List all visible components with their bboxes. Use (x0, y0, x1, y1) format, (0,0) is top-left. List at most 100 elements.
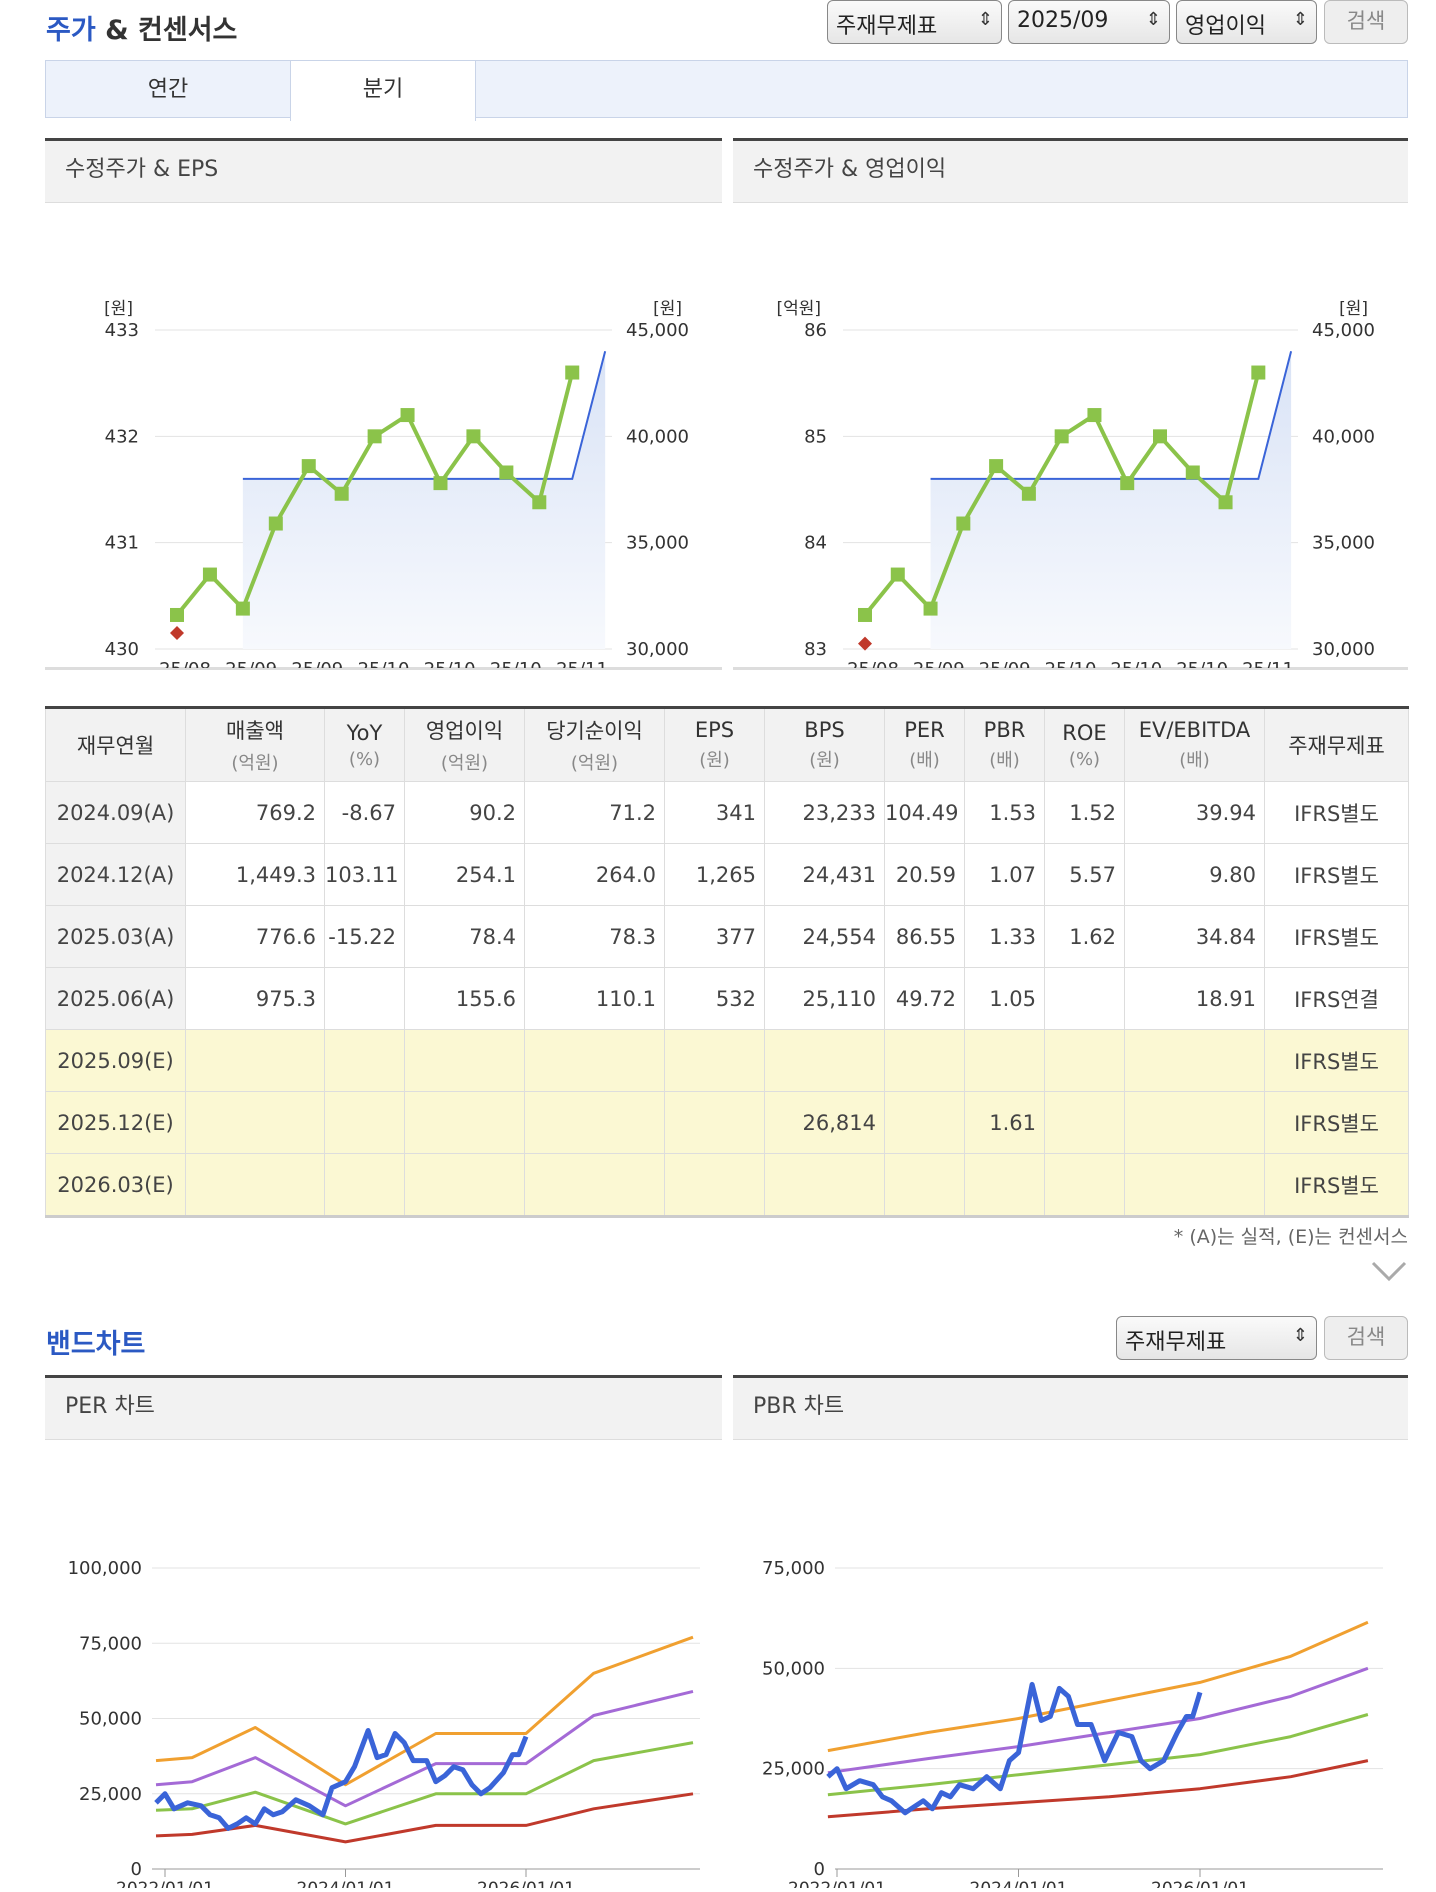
column-header-label: 영업이익 (425, 719, 504, 743)
table-cell: 1.53 (964, 781, 1045, 844)
price-op-chart: 86 45,000 85 40,000 84 35,000 83 30,000 [억원] [원] 2… (776, 299, 1375, 709)
table-cell: IFRS별도 (1264, 781, 1409, 844)
price-point (858, 607, 872, 622)
pbr-panel: PBR 차트 75,000 50,000 25,000 02022/01/01 2024… (733, 1375, 1408, 1892)
table-cell: 110.1 (524, 967, 665, 1030)
y-tick-label: 50,000 (79, 1709, 142, 1730)
column-header-unit: (원) (809, 750, 840, 771)
table-cell (404, 1091, 525, 1154)
table-cell (185, 1091, 325, 1154)
price-point (499, 465, 514, 480)
panel-title: PBR 차트 (733, 1378, 1408, 1440)
table-row: 2024.09(A) 769.2 -8.67 90.2 71.2 341 23,233 104… (45, 781, 1409, 844)
statement-select[interactable]: 주재무제표 ⇕ (827, 0, 1002, 44)
band-line (827, 1759, 1369, 1819)
price-point (1218, 495, 1233, 510)
left-unit-label: [원] (104, 299, 133, 319)
column-header-label: YoY (346, 720, 383, 745)
table-cell: 1.33 (964, 905, 1045, 968)
table-cell (404, 1153, 525, 1217)
table-cell: 34.84 (1124, 905, 1265, 968)
band-line (827, 1620, 1369, 1753)
updown-arrow-icon: ⇕ (977, 9, 993, 30)
column-header-label: PER (904, 718, 945, 742)
band-line (155, 1792, 694, 1844)
table-cell: 24,554 (764, 905, 885, 968)
statement-select-value: 주재무제표 (836, 14, 938, 39)
metric-select[interactable]: 영업이익 ⇕ (1176, 0, 1317, 44)
table-cell: IFRS별도 (1264, 905, 1409, 968)
band-line (827, 1666, 1369, 1775)
price-op-panel: 수정주가 & 영업이익 86 45,000 85 40,000 84 35,000 83 30… (733, 138, 1408, 709)
table-cell: 1.62 (1044, 905, 1125, 968)
price-point (433, 476, 448, 491)
right-unit-label: [원] (653, 299, 682, 319)
table-cell (324, 1153, 405, 1217)
table-cell (185, 1029, 325, 1092)
tab-quarterly[interactable]: 분기 (290, 61, 476, 121)
table-cell (185, 1153, 325, 1217)
band-search-button[interactable]: 검색 (1324, 1316, 1408, 1360)
table-cell (664, 1153, 765, 1217)
table-cell (964, 1153, 1045, 1217)
x-tick-label: 2026/01/01 (477, 1879, 575, 1888)
band-line (155, 1689, 694, 1808)
table-row: 2024.12(A) 1,449.3 103.11 254.1 264.0 1,265 24… (45, 843, 1409, 906)
table-cell (884, 1153, 965, 1217)
price-line (154, 1728, 529, 1831)
column-header: 주재무제표 (1264, 707, 1409, 782)
y-tick-label: 50,000 (762, 1658, 825, 1679)
left-tick-label: 85 (804, 426, 827, 447)
search-button[interactable]: 검색 (1324, 0, 1408, 44)
updown-arrow-icon: ⇕ (1145, 9, 1161, 30)
table-cell: 254.1 (404, 843, 525, 906)
chevron-down-icon[interactable] (1371, 1260, 1407, 1282)
table-cell: 24,431 (764, 843, 885, 906)
table-cell: 78.4 (404, 905, 525, 968)
column-header: 매출액 (억원) (185, 707, 325, 782)
column-header: YoY (%) (324, 707, 405, 782)
column-header-label: 매출액 (226, 719, 284, 743)
table-cell: 532 (664, 967, 765, 1030)
left-tick-label: 84 (804, 533, 827, 554)
table-cell: 1.05 (964, 967, 1045, 1030)
period-select[interactable]: 2025/09 ⇕ (1008, 0, 1170, 44)
table-cell (884, 1029, 965, 1092)
table-cell: 71.2 (524, 781, 665, 844)
left-axis-point (858, 636, 872, 651)
y-tick-label: 0 (814, 1859, 825, 1880)
table-cell (964, 1029, 1045, 1092)
left-tick-label: 433 (105, 320, 139, 341)
column-header-label: EV/EBITDA (1138, 718, 1251, 742)
target-price-line (930, 351, 1293, 480)
table-cell (1044, 1153, 1125, 1217)
column-header-unit: (배) (909, 750, 940, 771)
table-cell: 2025.06(A) (45, 967, 186, 1030)
table-cell: 769.2 (185, 781, 325, 844)
price-point (1120, 476, 1135, 491)
price-point (1087, 408, 1102, 423)
price-point (235, 601, 250, 616)
table-cell: 104.49 (884, 781, 965, 844)
band-statement-select[interactable]: 주재무제표 ⇕ (1116, 1316, 1317, 1360)
table-cell: 20.59 (884, 843, 965, 906)
price-point (1153, 429, 1167, 444)
price-point (202, 567, 217, 582)
column-header-unit: (%) (348, 748, 381, 770)
table-row: 2025.09(E) IFRS별도 (45, 1029, 1409, 1092)
left-axis-point (170, 626, 184, 641)
table-cell (524, 1091, 665, 1154)
column-header-label: EPS (694, 718, 735, 742)
table-cell: 103.11 (324, 843, 405, 906)
table-cell: IFRS별도 (1264, 1029, 1409, 1092)
x-tick-label: 25/09 (291, 659, 343, 668)
table-cell (324, 1029, 405, 1092)
left-tick-label: 86 (804, 320, 827, 341)
pbr-band-chart: 75,000 50,000 25,000 02022/01/01 2024/01/01 2… (762, 1558, 1383, 1892)
table-cell (764, 1153, 885, 1217)
tab-annual[interactable]: 연간 (147, 77, 189, 102)
price-point (989, 459, 1004, 474)
panel-title: 수정주가 & 영업이익 (733, 141, 1408, 203)
column-header-unit: (%) (1068, 748, 1101, 770)
x-tick-label: 25/10 (490, 659, 542, 668)
